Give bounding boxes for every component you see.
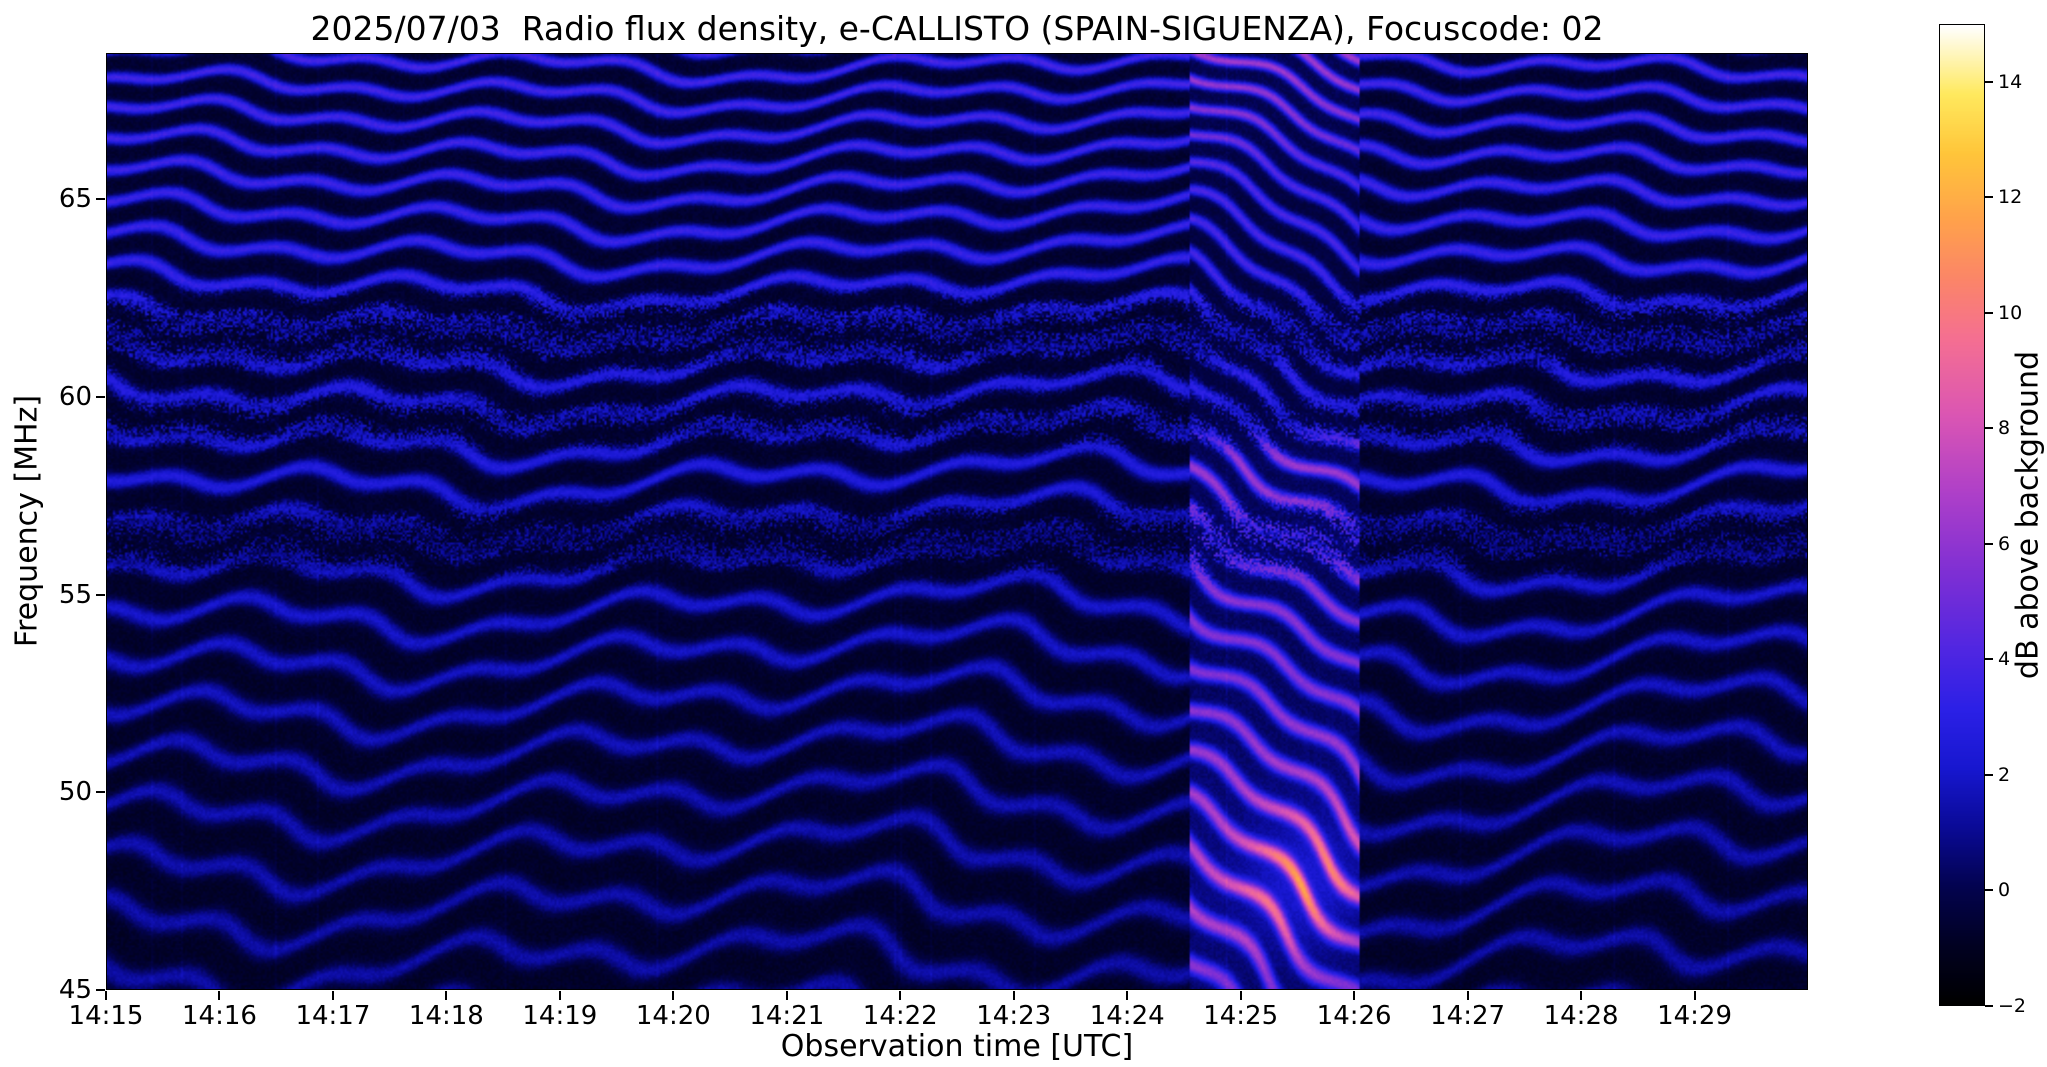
x-tick-mark bbox=[558, 991, 561, 1000]
x-tick-label: 14:28 bbox=[1543, 1001, 1619, 1031]
y-tick-label: 60 bbox=[58, 381, 92, 412]
x-tick-mark bbox=[1126, 991, 1129, 1000]
x-tick-label: 14:17 bbox=[295, 1001, 371, 1031]
chart-title: 2025/07/03 Radio flux density, e-CALLIST… bbox=[310, 9, 1604, 48]
colorbar-tick-mark bbox=[1985, 311, 1993, 314]
colorbar-tick-label: 0 bbox=[1998, 879, 2011, 902]
x-tick-label: 14:29 bbox=[1657, 1001, 1732, 1031]
x-tick-label: 14:24 bbox=[1089, 1001, 1165, 1031]
colorbar-tick-label: 12 bbox=[1998, 186, 2023, 209]
x-tick-mark bbox=[1012, 991, 1015, 1000]
y-tick-mark bbox=[96, 198, 105, 201]
x-tick-label: 14:27 bbox=[1430, 1001, 1506, 1031]
colorbar-tick-mark bbox=[1985, 542, 1993, 545]
y-tick-mark bbox=[96, 791, 105, 794]
x-tick-mark bbox=[1580, 991, 1583, 1000]
x-tick-mark bbox=[785, 991, 788, 1000]
colorbar-tick-mark bbox=[1985, 196, 1993, 199]
colorbar-canvas bbox=[1940, 25, 1984, 1005]
x-tick-mark bbox=[1693, 991, 1696, 1000]
x-tick-mark bbox=[105, 991, 107, 1000]
colorbar-tick-mark bbox=[1985, 889, 1993, 892]
x-tick-label: 14:21 bbox=[749, 1001, 825, 1031]
x-tick-mark bbox=[445, 991, 448, 1000]
x-tick-label: 14:19 bbox=[522, 1001, 598, 1031]
y-tick-mark bbox=[96, 593, 105, 596]
x-tick-label: 14:18 bbox=[408, 1001, 484, 1031]
x-tick-label: 14:22 bbox=[862, 1001, 938, 1031]
y-tick-label: 50 bbox=[58, 777, 92, 808]
x-tick-label: 14:26 bbox=[1316, 1001, 1392, 1031]
x-tick-mark bbox=[1466, 991, 1469, 1000]
x-tick-mark bbox=[331, 991, 334, 1000]
colorbar-tick-label: 4 bbox=[1998, 648, 2011, 671]
y-tick-label: 65 bbox=[58, 184, 92, 215]
y-tick-label: 55 bbox=[58, 579, 92, 610]
x-tick-label: 14:15 bbox=[68, 1001, 144, 1031]
y-tick-mark bbox=[96, 395, 105, 398]
y-tick-mark bbox=[96, 989, 105, 991]
colorbar-tick-label: 6 bbox=[1998, 532, 2011, 555]
x-tick-label: 14:23 bbox=[976, 1001, 1052, 1031]
x-tick-mark bbox=[1239, 991, 1242, 1000]
x-tick-mark bbox=[1353, 991, 1356, 1000]
spectrogram-canvas bbox=[107, 54, 1807, 989]
x-tick-label: 14:16 bbox=[181, 1001, 257, 1031]
colorbar-tick-mark bbox=[1985, 80, 1993, 83]
y-tick-label: 45 bbox=[58, 975, 92, 1005]
x-tick-mark bbox=[218, 991, 221, 1000]
x-axis-label: Observation time [UTC] bbox=[780, 1029, 1134, 1064]
colorbar-tick-label: 2 bbox=[1998, 763, 2011, 786]
colorbar-tick-mark bbox=[1985, 773, 1993, 776]
x-tick-label: 14:25 bbox=[1203, 1001, 1279, 1031]
colorbar-tick-label: 10 bbox=[1998, 301, 2023, 324]
colorbar-tick-mark bbox=[1985, 658, 1993, 661]
colorbar-label: dB above background bbox=[2010, 350, 2046, 680]
x-tick-mark bbox=[672, 991, 675, 1000]
colorbar-tick-label: 8 bbox=[1998, 417, 2011, 440]
colorbar-tick-label: 14 bbox=[1998, 70, 2023, 93]
colorbar-tick-mark bbox=[1985, 1005, 1993, 1007]
plot-area bbox=[106, 53, 1808, 990]
x-tick-label: 14:20 bbox=[635, 1001, 711, 1031]
colorbar-tick-label: −2 bbox=[1998, 995, 2027, 1017]
colorbar-tick-mark bbox=[1985, 427, 1993, 430]
x-tick-mark bbox=[899, 991, 902, 1000]
colorbar bbox=[1939, 24, 1985, 1006]
